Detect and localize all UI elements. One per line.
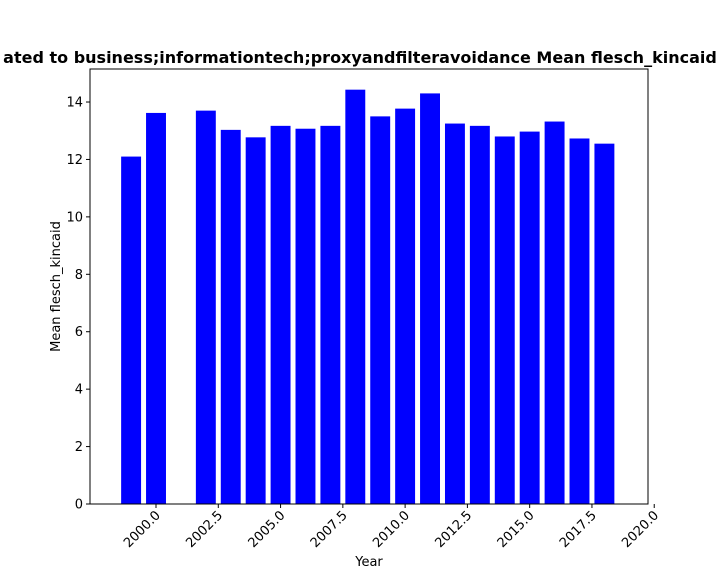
x-axis: 2000.0 2002.5 2005.0 2007.5 2010.0 2012.5 2015… xyxy=(121,504,662,551)
y-tick-label: 14 xyxy=(66,96,83,111)
bar-2002 xyxy=(195,110,216,504)
bar-2015 xyxy=(519,131,540,504)
chart-title: ated to business;informationtech;proxyan… xyxy=(3,48,717,67)
x-tick-label: 2010.0 xyxy=(370,508,413,551)
bar-2005 xyxy=(270,125,291,504)
bar-2016 xyxy=(544,121,565,504)
bar-2012 xyxy=(444,123,465,505)
bar-1999 xyxy=(121,156,142,504)
x-axis-label: Year xyxy=(354,555,383,570)
bar-2008 xyxy=(345,89,366,504)
y-tick-label: 4 xyxy=(75,383,83,398)
y-tick-label: 2 xyxy=(75,440,83,455)
y-tick-label: 6 xyxy=(75,325,83,340)
bar-2009 xyxy=(370,116,391,505)
bar-2011 xyxy=(420,93,440,504)
x-tick-label: 2020.0 xyxy=(619,508,662,551)
x-tick-label: 2005.0 xyxy=(246,508,289,551)
y-tick-label: 0 xyxy=(75,498,83,513)
y-tick-label: 8 xyxy=(75,268,83,283)
bar-2004 xyxy=(245,137,266,504)
x-tick-label: 2007.5 xyxy=(308,508,351,551)
x-tick-label: 2012.5 xyxy=(432,508,475,551)
x-tick-label: 2017.5 xyxy=(557,508,600,551)
bar-2013 xyxy=(469,125,490,504)
x-tick-label: 2002.5 xyxy=(183,508,226,551)
bar-2003 xyxy=(220,129,241,505)
bar-2010 xyxy=(395,108,416,504)
bar-2000 xyxy=(146,112,166,504)
bar-2007 xyxy=(320,125,341,504)
bar-2006 xyxy=(295,128,316,504)
plot-frame xyxy=(89,68,649,505)
bar-2017 xyxy=(569,138,590,504)
x-tick-label: 2015.0 xyxy=(495,508,538,551)
y-tick-label: 12 xyxy=(66,153,83,168)
y-axis: 0 2 4 6 8 10 12 14 xyxy=(66,96,90,513)
bar-2018 xyxy=(594,143,615,504)
bar-2014 xyxy=(494,136,515,504)
y-axis-label: Mean flesch_kincaid xyxy=(49,221,64,352)
y-tick-label: 10 xyxy=(66,210,83,225)
bars-group xyxy=(121,89,615,505)
x-tick-label: 2000.0 xyxy=(121,508,164,551)
